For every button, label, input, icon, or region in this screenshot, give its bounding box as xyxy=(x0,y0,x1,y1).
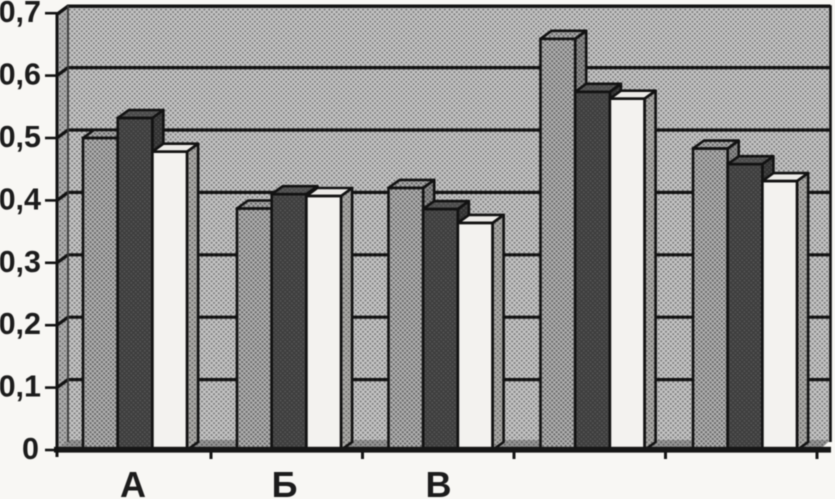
svg-text:0,2: 0,2 xyxy=(0,307,41,341)
svg-text:0,5: 0,5 xyxy=(0,120,41,154)
svg-text:0,4: 0,4 xyxy=(0,182,41,216)
svg-text:0,1: 0,1 xyxy=(0,370,41,404)
svg-text:0,3: 0,3 xyxy=(0,245,41,279)
svg-text:Б: Б xyxy=(272,464,298,499)
svg-text:А: А xyxy=(120,464,146,499)
svg-text:0,7: 0,7 xyxy=(0,0,41,29)
svg-text:В: В xyxy=(426,464,452,499)
svg-text:0,6: 0,6 xyxy=(0,58,41,92)
svg-text:0: 0 xyxy=(22,432,39,466)
